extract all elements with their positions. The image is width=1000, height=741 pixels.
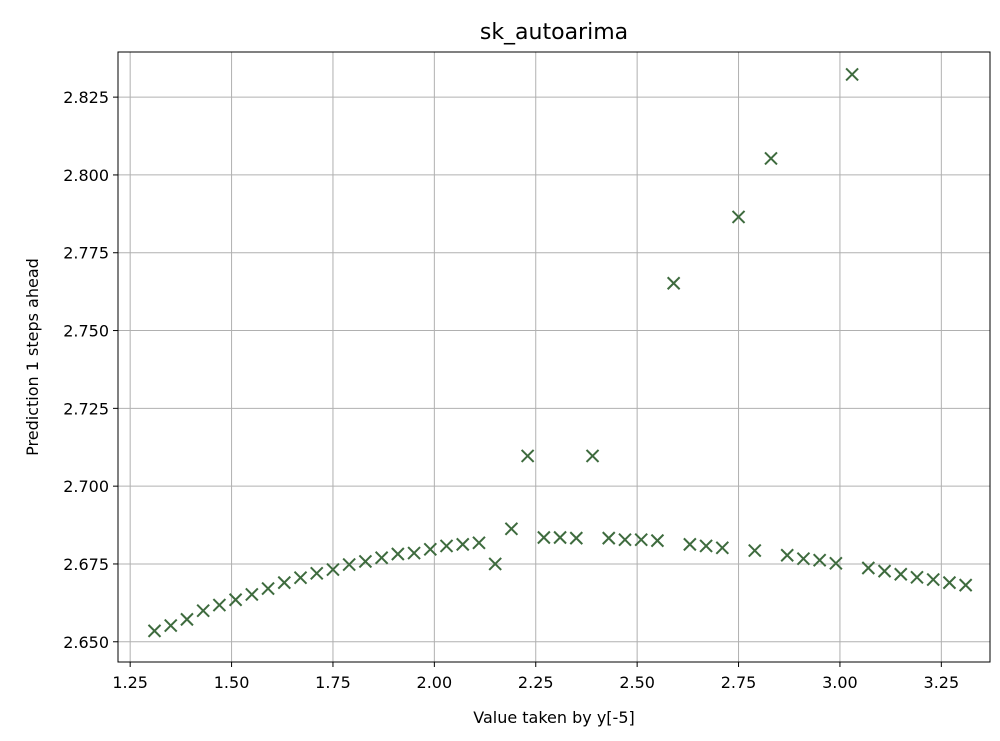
x-tick-label: 3.00 — [822, 673, 858, 692]
data-point — [796, 551, 811, 566]
data-point — [845, 67, 859, 82]
x-tick-label: 1.75 — [315, 673, 351, 692]
data-point — [504, 522, 519, 536]
y-tick-label: 2.825 — [63, 88, 109, 107]
data-point — [780, 548, 794, 562]
data-point — [196, 603, 210, 618]
x-tick-label: 2.50 — [619, 673, 655, 692]
data-point — [829, 556, 843, 571]
axis-ticks: 1.25 1.50 1.75 2.00 2.25 2.50 2.75 3.00 3.25 2.65… — [63, 88, 959, 692]
data-point — [812, 553, 827, 567]
data-point — [439, 539, 454, 553]
data-point — [423, 542, 438, 557]
data-point — [569, 531, 584, 545]
data-point — [164, 618, 178, 633]
y-tick-label: 2.775 — [63, 244, 109, 263]
data-point — [456, 537, 470, 552]
data-point — [293, 570, 308, 585]
data-point — [488, 557, 502, 571]
data-point — [894, 567, 908, 581]
x-tick-label: 3.25 — [924, 673, 960, 692]
data-point — [520, 449, 535, 463]
data-point — [926, 572, 940, 587]
chart-title: sk_autoarima — [480, 20, 628, 45]
x-axis-label: Value taken by y[-5] — [473, 708, 634, 727]
x-tick-label: 1.25 — [112, 673, 148, 692]
y-tick-label: 2.725 — [63, 399, 109, 418]
x-tick-label: 2.25 — [518, 673, 554, 692]
y-tick-label: 2.800 — [63, 166, 109, 185]
data-point — [861, 561, 876, 575]
data-point — [326, 562, 340, 577]
data-point — [358, 554, 373, 569]
data-point — [877, 564, 892, 578]
grid-lines — [118, 52, 990, 662]
data-point — [342, 557, 356, 572]
data-point — [245, 587, 259, 602]
data-point — [537, 530, 551, 545]
data-point — [472, 536, 486, 550]
y-tick-label: 2.675 — [63, 555, 109, 574]
data-point — [147, 624, 162, 638]
data-point — [634, 532, 648, 547]
data-point — [618, 532, 632, 547]
data-point — [958, 578, 973, 592]
x-tick-label: 1.50 — [214, 673, 250, 692]
data-point — [942, 575, 957, 590]
data-point — [261, 581, 275, 596]
data-point — [212, 598, 227, 612]
y-tick-label: 2.650 — [63, 633, 109, 652]
y-tick-label: 2.750 — [63, 322, 109, 341]
data-point — [666, 276, 681, 290]
data-point — [180, 612, 194, 627]
data-point — [748, 543, 762, 558]
y-tick-label: 2.700 — [63, 477, 109, 496]
data-point — [731, 210, 746, 224]
data-point — [407, 546, 421, 560]
data-point — [602, 531, 616, 545]
data-point — [585, 449, 600, 463]
data-point — [910, 570, 924, 585]
data-point — [277, 575, 291, 590]
data-point — [553, 530, 567, 545]
x-tick-label: 2.00 — [417, 673, 453, 692]
data-point — [764, 151, 778, 166]
plot-frame — [117, 51, 991, 663]
data-point — [310, 566, 324, 581]
data-markers — [147, 67, 973, 638]
data-point — [374, 551, 389, 565]
data-point — [391, 547, 405, 561]
data-point — [228, 593, 243, 607]
data-point — [683, 537, 697, 552]
y-axis-label: Prediction 1 steps ahead — [23, 258, 42, 456]
data-point — [650, 533, 665, 548]
data-point — [715, 541, 730, 555]
x-tick-label: 2.75 — [721, 673, 757, 692]
data-point — [699, 539, 713, 553]
